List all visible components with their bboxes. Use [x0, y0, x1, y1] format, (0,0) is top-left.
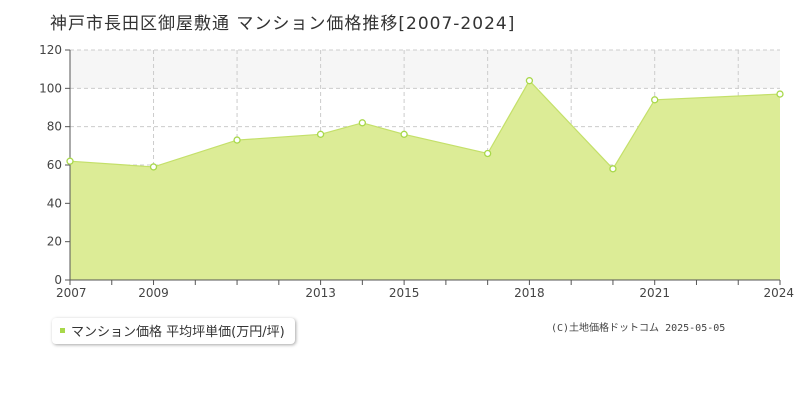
legend-marker-icon — [60, 328, 65, 333]
data-point — [233, 136, 241, 144]
legend-label: マンション価格 平均坪単価(万円/坪) — [71, 325, 285, 340]
y-tick-label: 80 — [47, 120, 62, 134]
data-point — [525, 77, 534, 85]
data-markers — [66, 77, 784, 173]
data-point — [400, 130, 408, 138]
y-tick-label: 0 — [54, 273, 62, 287]
y-tick-label: 20 — [47, 235, 62, 249]
data-point — [651, 96, 659, 104]
data-point — [316, 130, 325, 138]
y-tick-label: 100 — [39, 81, 62, 95]
x-tick-label: 2009 — [138, 286, 169, 300]
y-tick-label: 60 — [47, 158, 62, 172]
axes: 0 20 40 60 80 100 120 2007 2009 2013 2015 2018 2021 2… — [39, 43, 794, 300]
x-tick-label: 2024 — [763, 286, 794, 300]
y-tick-label: 120 — [39, 43, 62, 57]
x-tick-label: 2013 — [305, 286, 336, 300]
data-point — [776, 90, 784, 98]
chart-title: 神戸市長田区御屋敷通 マンション価格推移[2007-2024] — [50, 14, 516, 34]
legend: マンション価格 平均坪単価(万円/坪) — [52, 318, 295, 344]
x-tick-label: 2018 — [514, 286, 545, 300]
data-point — [149, 163, 158, 171]
y-tick-label: 40 — [47, 196, 62, 210]
x-tick-label: 2021 — [639, 286, 670, 300]
data-point — [358, 119, 367, 127]
x-tick-label: 2007 — [56, 286, 87, 300]
data-area — [69, 79, 781, 281]
series-area — [70, 80, 780, 281]
background-band — [70, 50, 780, 89]
x-tick-label: 2015 — [389, 286, 420, 300]
data-point — [66, 157, 74, 165]
data-point — [609, 165, 617, 173]
data-point — [483, 149, 492, 158]
copyright-text: (C)土地価格ドットコム 2025-05-05 — [551, 323, 726, 334]
